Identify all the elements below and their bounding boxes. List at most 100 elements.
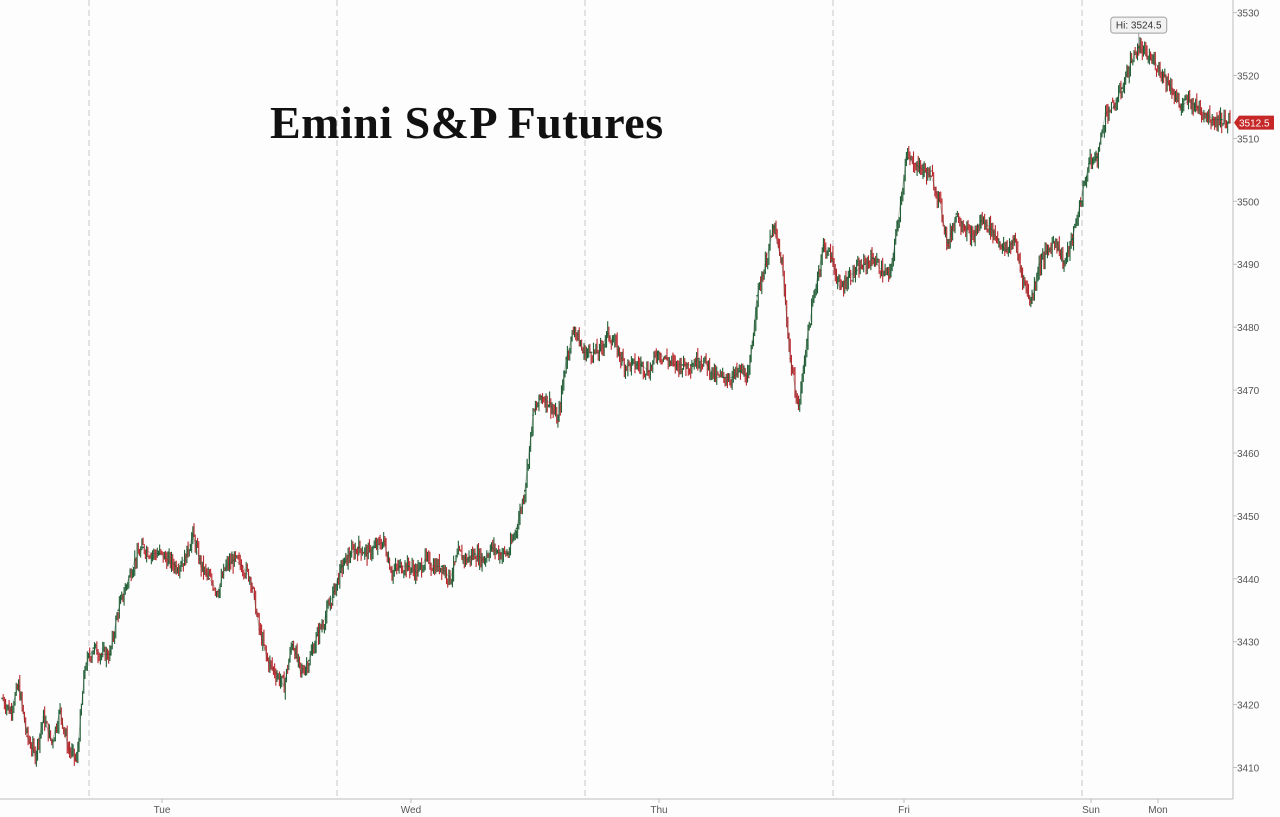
- price-point-114: [947, 244, 949, 247]
- y-tick-label-3450: 3450: [1237, 512, 1260, 523]
- price-point-22: [183, 559, 186, 561]
- price-point-95: [789, 357, 792, 360]
- price-point-86: [714, 376, 717, 379]
- price-point-17: [142, 546, 144, 549]
- price-point-25: [208, 578, 211, 580]
- price-point-43: [357, 546, 360, 549]
- high-annotation-label: Hi: 3524.5: [1116, 21, 1162, 32]
- price-point-5: [42, 716, 45, 719]
- price-point-33: [275, 672, 277, 674]
- price-point-133: [1104, 112, 1107, 115]
- price-point-141: [1171, 87, 1173, 89]
- y-tick-label-3530: 3530: [1237, 9, 1260, 20]
- price-point-111: [922, 169, 924, 171]
- price-point-71: [590, 351, 592, 354]
- price-point-104: [864, 263, 866, 266]
- price-point-85: [706, 364, 709, 366]
- y-tick-label-3520: 3520: [1237, 71, 1260, 82]
- price-point-32: [266, 659, 269, 662]
- price-point-75: [623, 364, 626, 366]
- price-point-29: [241, 565, 244, 568]
- y-tick-label-3500: 3500: [1237, 197, 1260, 208]
- price-point-100: [830, 257, 833, 259]
- price-point-61: [507, 552, 509, 555]
- price-point-53: [440, 565, 443, 568]
- price-point-30: [250, 578, 252, 580]
- price-point-113: [938, 200, 941, 203]
- price-point-4: [34, 754, 36, 756]
- price-point-18: [150, 552, 153, 555]
- price-point-55: [457, 552, 460, 555]
- price-point-66: [548, 401, 551, 404]
- high-annotation: Hi: 3524.5: [1110, 16, 1168, 45]
- price-point-83: [689, 364, 692, 366]
- price-point-20: [167, 559, 169, 561]
- price-point-118: [980, 219, 982, 221]
- price-point-1: [9, 710, 12, 712]
- price-point-97: [806, 338, 808, 341]
- price-point-94: [781, 263, 783, 266]
- price-point-64: [532, 414, 534, 417]
- price-point-34: [283, 684, 285, 687]
- price-point-35: [291, 640, 294, 643]
- price-point-81: [673, 364, 675, 366]
- price-point-72: [598, 351, 601, 354]
- price-point-54: [449, 578, 451, 580]
- price-point-96: [797, 408, 800, 410]
- price-point-10: [84, 666, 86, 668]
- price-point-140: [1162, 74, 1165, 77]
- price-point-49: [407, 565, 410, 568]
- price-point-115: [955, 213, 957, 215]
- price-point-116: [963, 225, 966, 228]
- chart-title: Emini S&P Futures: [270, 97, 664, 148]
- price-point-138: [1146, 55, 1148, 58]
- price-point-119: [988, 225, 991, 228]
- price-point-121: [1005, 250, 1007, 253]
- last-price-badge: [1234, 115, 1274, 130]
- price-point-42: [349, 552, 352, 555]
- price-point-2: [17, 684, 20, 687]
- price-point-28: [233, 559, 236, 561]
- price-point-23: [192, 533, 194, 536]
- price-point-77: [640, 364, 642, 366]
- price-point-106: [880, 269, 883, 272]
- price-point-82: [681, 364, 684, 366]
- x-tick-label-sun: Sun: [1082, 805, 1100, 816]
- price-point-90: [747, 376, 750, 379]
- price-point-80: [664, 357, 667, 360]
- price-point-139: [1154, 62, 1157, 64]
- y-tick-label-3510: 3510: [1237, 134, 1260, 145]
- price-point-9: [75, 760, 78, 763]
- price-point-37: [308, 659, 310, 662]
- last-price-label: 3512.5: [1239, 119, 1270, 130]
- price-point-126: [1046, 250, 1049, 253]
- price-point-50: [416, 571, 418, 574]
- price-point-74: [615, 345, 617, 347]
- price-point-16: [133, 559, 136, 561]
- price-point-134: [1113, 106, 1115, 108]
- price-point-67: [557, 420, 559, 423]
- x-tick-label-mon: Mon: [1148, 805, 1167, 816]
- price-point-62: [515, 527, 518, 530]
- price-point-148: [1229, 121, 1231, 124]
- price-point-78: [648, 370, 650, 372]
- price-point-27: [225, 565, 227, 568]
- price-point-109: [905, 156, 908, 159]
- price-point-112: [930, 175, 933, 177]
- price-point-144: [1196, 106, 1198, 108]
- price-point-105: [872, 257, 875, 259]
- price-point-26: [216, 590, 219, 593]
- price-point-73: [606, 332, 609, 335]
- price-point-136: [1129, 62, 1132, 64]
- x-tick-label-fri: Fri: [898, 805, 910, 816]
- y-tick-label-3490: 3490: [1237, 260, 1260, 271]
- price-point-38: [316, 634, 319, 637]
- price-point-6: [50, 741, 53, 744]
- price-point-142: [1179, 106, 1182, 108]
- price-point-46: [382, 540, 385, 542]
- price-point-68: [565, 357, 568, 360]
- y-tick-label-3440: 3440: [1237, 575, 1260, 586]
- price-point-0: [1, 697, 3, 700]
